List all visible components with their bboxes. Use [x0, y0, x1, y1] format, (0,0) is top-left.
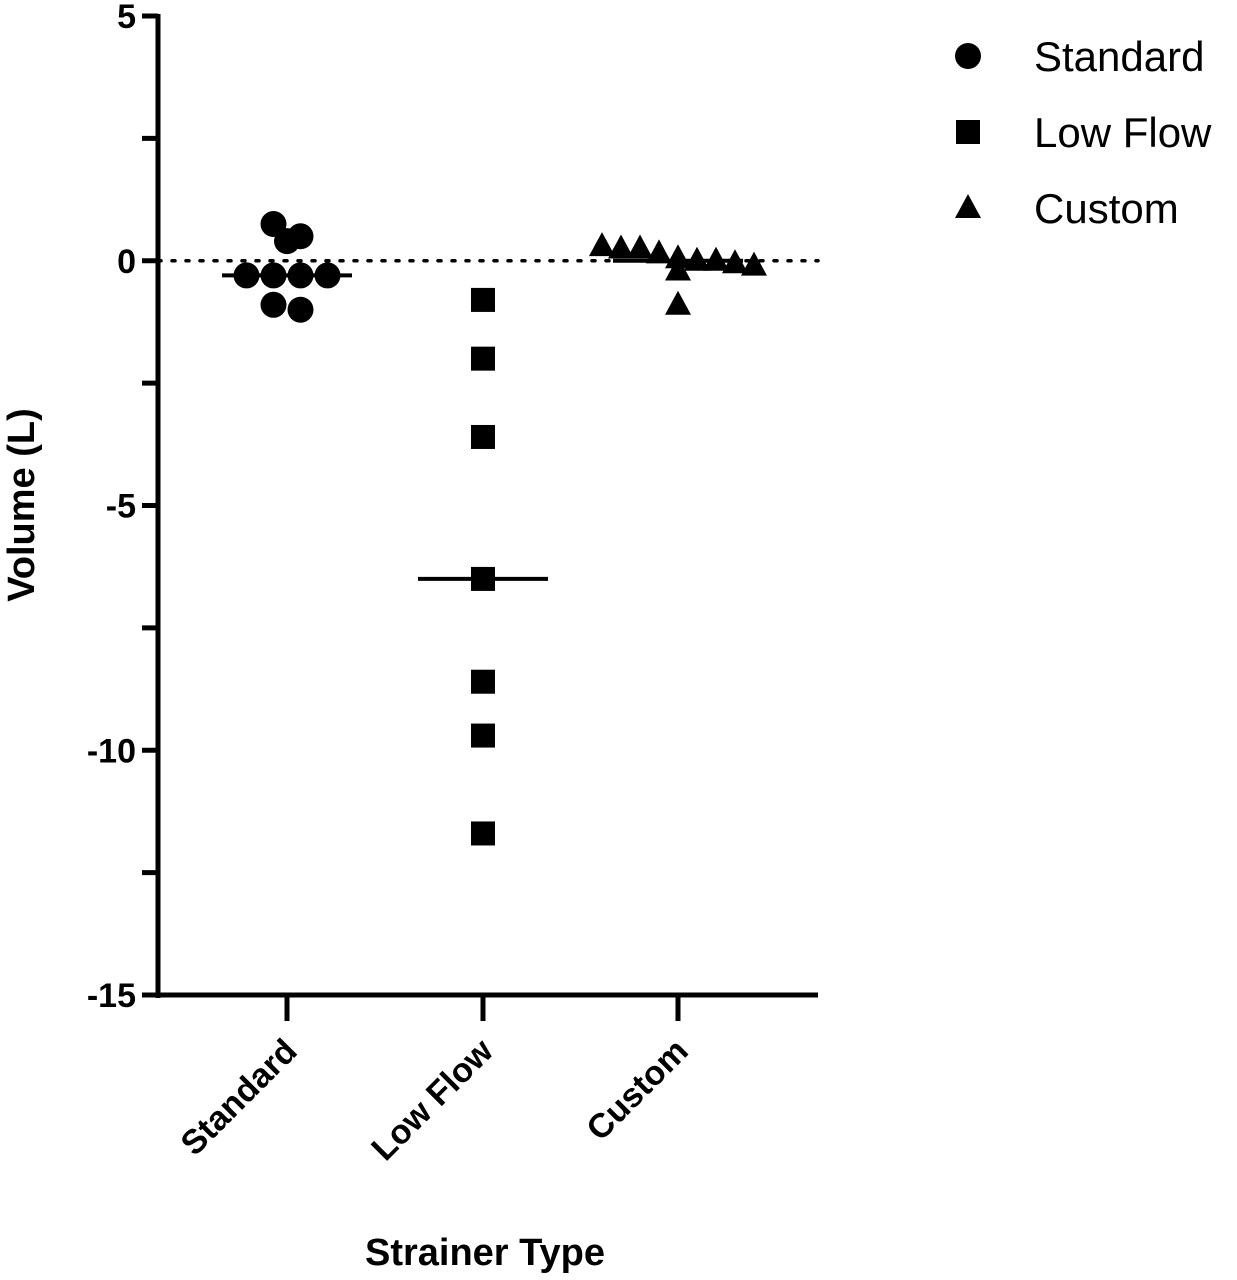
- triangle-point: [627, 234, 653, 259]
- square-point: [471, 424, 495, 449]
- y-tick-label: -5: [106, 488, 136, 526]
- triangle-point: [741, 251, 767, 276]
- median-lines: [222, 258, 743, 581]
- legend-label: Custom: [1034, 185, 1179, 232]
- circle-point: [274, 228, 300, 255]
- legend-label: Standard: [1034, 33, 1204, 80]
- data-points: [233, 211, 767, 846]
- square-point: [471, 346, 495, 371]
- legend-circle-icon: [955, 43, 981, 69]
- square-point: [471, 821, 495, 846]
- legend-triangle-icon: [955, 194, 981, 218]
- y-tick-label: 0: [117, 243, 136, 281]
- x-tick-label: Custom: [579, 1032, 695, 1148]
- legend: Standard Low Flow Custom: [955, 33, 1212, 232]
- y-tick-label: -15: [87, 977, 136, 1015]
- legend-label: Low Flow: [1034, 109, 1212, 156]
- x-tick-label: Standard: [174, 1032, 305, 1163]
- triangle-point: [589, 232, 615, 257]
- square-point: [471, 287, 495, 312]
- y-axis-title: Volume (L): [1, 408, 43, 602]
- triangle-point: [608, 234, 634, 259]
- square-point: [471, 723, 495, 748]
- y-tick-label: 5: [117, 0, 136, 36]
- circle-point: [260, 291, 287, 318]
- y-tick-label: -10: [87, 732, 136, 770]
- axes: [142, 13, 818, 1021]
- square-point: [471, 669, 495, 694]
- triangle-point: [665, 256, 691, 281]
- x-tick-label: Low Flow: [364, 1031, 501, 1168]
- x-axis-title: Strainer Type: [365, 1232, 605, 1274]
- circle-point: [287, 296, 314, 323]
- legend-square-icon: [956, 120, 980, 144]
- triangle-point: [646, 239, 672, 264]
- triangle-point: [665, 290, 691, 315]
